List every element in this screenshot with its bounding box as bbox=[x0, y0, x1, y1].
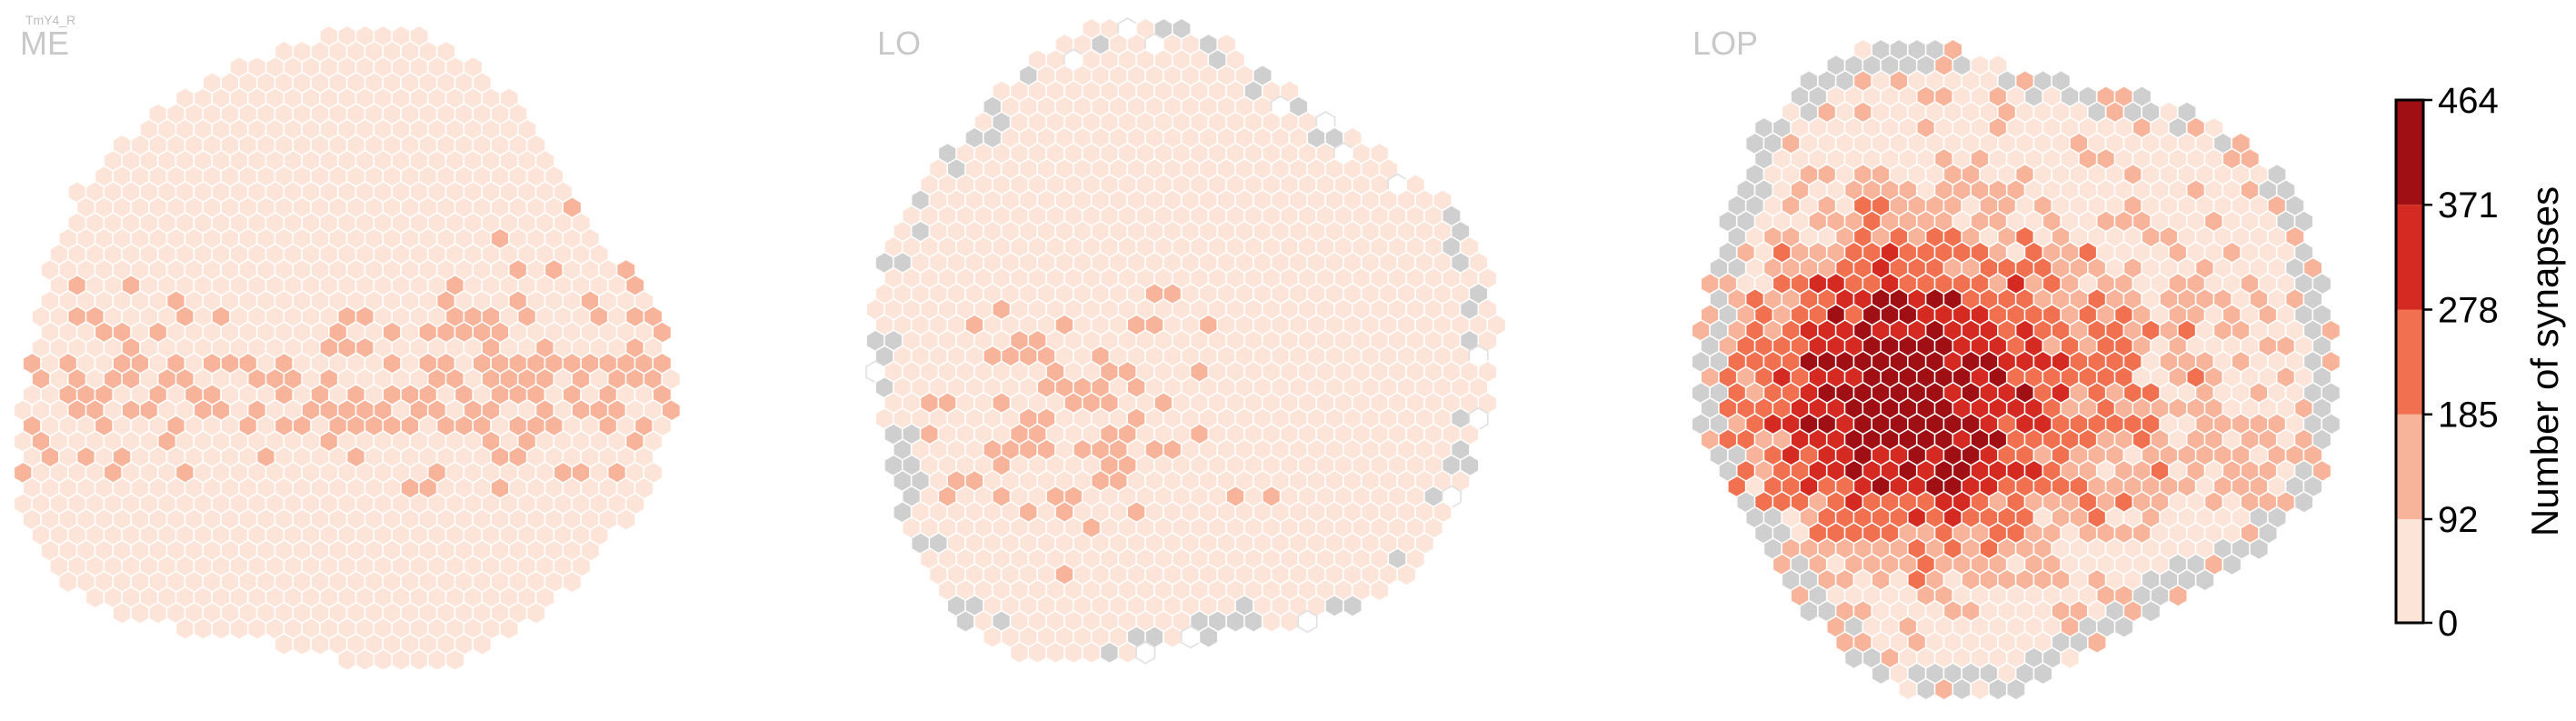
colorbar-tick-label: 92 bbox=[2438, 500, 2479, 540]
hex-column bbox=[2141, 599, 2162, 624]
hex-column bbox=[1799, 599, 1820, 624]
hex-column bbox=[1117, 641, 1138, 665]
colorbar-bin-1 bbox=[2396, 414, 2423, 519]
hex-column bbox=[1063, 641, 1084, 665]
hex-column bbox=[1225, 609, 1246, 634]
hex-column bbox=[2032, 662, 2053, 686]
hex-column bbox=[1009, 641, 1030, 665]
colorbar-bin-3 bbox=[2396, 205, 2423, 310]
hex-column bbox=[1297, 609, 1318, 634]
hex-column bbox=[148, 601, 168, 626]
panel-title-lo: LO bbox=[877, 25, 922, 62]
colorbar-bin-2 bbox=[2396, 309, 2423, 415]
hex-column bbox=[2060, 646, 2081, 670]
colorbar: 0 92 185 278 371 464 Number of synapses bbox=[2394, 81, 2566, 644]
hex-column bbox=[562, 570, 583, 594]
hex-column bbox=[955, 609, 976, 634]
hex-column bbox=[1988, 677, 2009, 701]
hex-column bbox=[211, 616, 232, 641]
hex-column bbox=[2249, 536, 2270, 561]
hex-column bbox=[1952, 677, 1972, 701]
hex-column bbox=[499, 616, 520, 641]
hex-column bbox=[193, 616, 214, 641]
hex-column bbox=[274, 632, 295, 656]
hex-column bbox=[373, 648, 394, 672]
colorbar-tick-label: 278 bbox=[2438, 290, 2499, 330]
hex-column bbox=[112, 601, 133, 626]
colorbar-tick-label: 185 bbox=[2438, 396, 2499, 436]
hex-column bbox=[2293, 490, 2314, 515]
hex-column bbox=[130, 601, 151, 626]
hex-panel-lo bbox=[865, 17, 1507, 665]
colorbar-label: Number of synapses bbox=[2523, 186, 2566, 536]
hex-column bbox=[1261, 609, 1282, 634]
hex-column bbox=[2087, 630, 2107, 655]
hex-column bbox=[1915, 677, 1936, 701]
hex-column bbox=[391, 648, 412, 672]
hex-column bbox=[1898, 677, 1919, 701]
hex-column bbox=[246, 616, 267, 641]
hex-column bbox=[1369, 578, 1390, 602]
hex-column bbox=[1135, 641, 1156, 665]
hex-column bbox=[1099, 641, 1120, 665]
hex-column bbox=[310, 632, 331, 656]
hex-panel-lop bbox=[1691, 38, 2341, 701]
hex-column bbox=[1027, 641, 1048, 665]
hex-column bbox=[229, 616, 250, 641]
hex-column bbox=[1045, 641, 1066, 665]
hex-column bbox=[2168, 584, 2189, 607]
hex-column bbox=[472, 632, 493, 656]
hex-column bbox=[1180, 625, 1201, 649]
hex-column bbox=[1243, 609, 1264, 634]
hex-column bbox=[1396, 563, 1417, 586]
hex-column bbox=[1279, 609, 1300, 634]
hex-column bbox=[175, 616, 195, 641]
hex-column bbox=[354, 648, 375, 672]
colorbar-frame bbox=[2394, 98, 2425, 625]
hex-column bbox=[58, 570, 78, 594]
hex-panel-me bbox=[13, 25, 682, 672]
hex-column bbox=[1324, 594, 1345, 618]
hex-column bbox=[409, 648, 430, 672]
hex-column bbox=[1081, 641, 1102, 665]
hex-column bbox=[85, 586, 105, 609]
colorbar-bin-4 bbox=[2396, 100, 2423, 205]
hex-column bbox=[1871, 662, 1892, 686]
panel-title-me: ME bbox=[20, 25, 69, 62]
hex-column bbox=[2194, 568, 2215, 592]
hex-column bbox=[444, 648, 465, 672]
colorbar-tick-label: 371 bbox=[2438, 185, 2499, 225]
hex-column bbox=[2113, 615, 2134, 639]
hex-column bbox=[2222, 553, 2242, 576]
hex-column bbox=[2005, 677, 2026, 701]
hex-column bbox=[983, 625, 1003, 649]
hex-column bbox=[1198, 625, 1219, 649]
hex-column bbox=[1970, 677, 1991, 701]
cell-type-label: TmY4_R bbox=[25, 13, 76, 27]
panel-title-lop: LOP bbox=[1692, 25, 1759, 62]
colorbar-bin-0 bbox=[2396, 518, 2423, 623]
colorbar-tick-label: 0 bbox=[2438, 604, 2458, 644]
hex-column bbox=[1843, 646, 1864, 670]
hex-column bbox=[426, 648, 447, 672]
hex-column bbox=[1933, 677, 1954, 701]
hex-column bbox=[1343, 594, 1363, 618]
hex-column bbox=[525, 601, 546, 626]
hex-column bbox=[336, 648, 357, 672]
hex-column bbox=[615, 507, 636, 532]
hex-column bbox=[1163, 625, 1183, 649]
colorbar-tick-label: 464 bbox=[2438, 81, 2499, 121]
hex-column bbox=[292, 632, 313, 656]
